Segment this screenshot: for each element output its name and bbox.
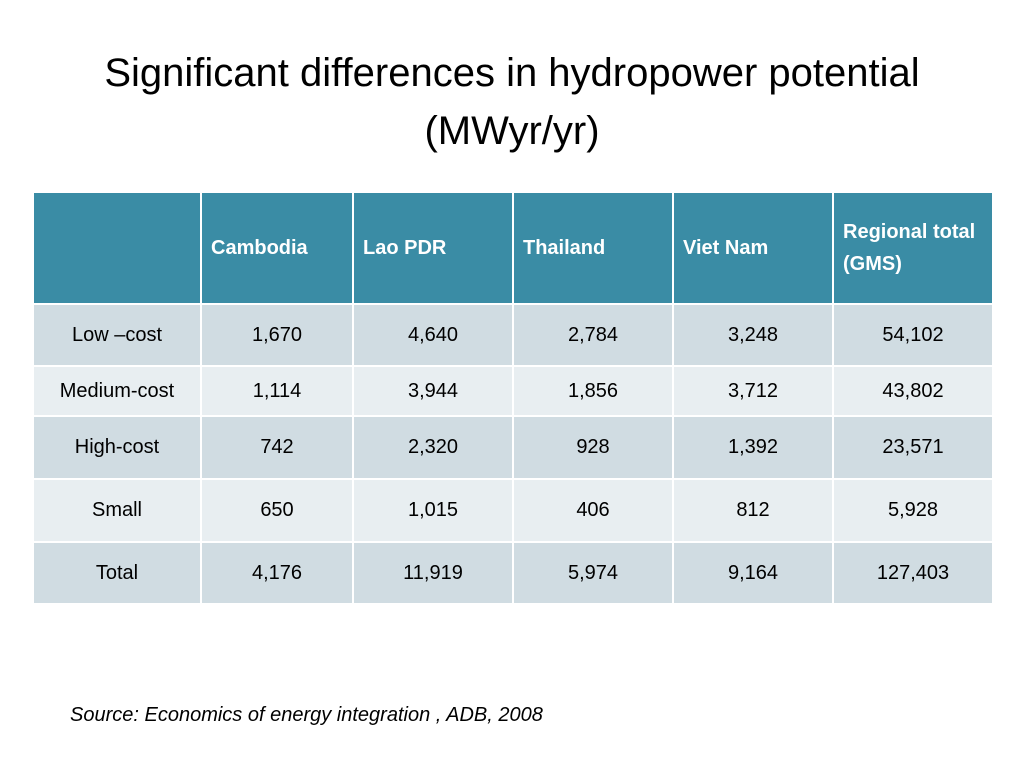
table-cell: 5,974 bbox=[512, 541, 674, 605]
table-cell: 2,784 bbox=[512, 303, 674, 367]
table-cell: 1,114 bbox=[200, 365, 354, 417]
table-cell: 54,102 bbox=[832, 303, 994, 367]
table-cell: 1,015 bbox=[352, 478, 514, 543]
table-cell: 3,944 bbox=[352, 365, 514, 417]
table-cell: 742 bbox=[200, 415, 354, 480]
header-regional-total: Regional total (GMS) bbox=[832, 191, 994, 305]
table-cell: 650 bbox=[200, 478, 354, 543]
row-label: Total bbox=[32, 541, 202, 605]
slide-title: Significant differences in hydropower po… bbox=[104, 51, 920, 153]
table-row: Medium-cost 1,114 3,944 1,856 3,712 43,8… bbox=[32, 365, 994, 417]
table-cell: 1,392 bbox=[672, 415, 834, 480]
header-lao-pdr: Lao PDR bbox=[352, 191, 514, 305]
table-cell: 812 bbox=[672, 478, 834, 543]
header-cambodia: Cambodia bbox=[200, 191, 354, 305]
table-cell: 3,712 bbox=[672, 365, 834, 417]
row-label: High-cost bbox=[32, 415, 202, 480]
table-cell: 2,320 bbox=[352, 415, 514, 480]
table-cell: 5,928 bbox=[832, 478, 994, 543]
header-viet-nam: Viet Nam bbox=[672, 191, 834, 305]
table-row-total: Total 4,176 11,919 5,974 9,164 127,403 bbox=[32, 541, 994, 605]
table-cell: 3,248 bbox=[672, 303, 834, 367]
header-thailand: Thailand bbox=[512, 191, 674, 305]
row-label: Medium-cost bbox=[32, 365, 202, 417]
source-note: Source: Economics of energy integration … bbox=[70, 704, 543, 726]
table-row: Low –cost 1,670 4,640 2,784 3,248 54,102 bbox=[32, 303, 994, 367]
table-row: Small 650 1,015 406 812 5,928 bbox=[32, 478, 994, 543]
table-cell: 4,640 bbox=[352, 303, 514, 367]
header-empty-cell bbox=[32, 191, 202, 305]
hydropower-table: Cambodia Lao PDR Thailand Viet Nam Regio… bbox=[32, 191, 994, 605]
table-cell: 127,403 bbox=[832, 541, 994, 605]
table-cell: 11,919 bbox=[352, 541, 514, 605]
table-row: High-cost 742 2,320 928 1,392 23,571 bbox=[32, 415, 994, 480]
table-cell: 1,856 bbox=[512, 365, 674, 417]
table-cell: 43,802 bbox=[832, 365, 994, 417]
table-cell: 9,164 bbox=[672, 541, 834, 605]
table-cell: 406 bbox=[512, 478, 674, 543]
table-cell: 4,176 bbox=[200, 541, 354, 605]
table-header-row: Cambodia Lao PDR Thailand Viet Nam Regio… bbox=[32, 191, 994, 305]
table-cell: 1,670 bbox=[200, 303, 354, 367]
row-label: Low –cost bbox=[32, 303, 202, 367]
table-cell: 23,571 bbox=[832, 415, 994, 480]
table-cell: 928 bbox=[512, 415, 674, 480]
row-label: Small bbox=[32, 478, 202, 543]
